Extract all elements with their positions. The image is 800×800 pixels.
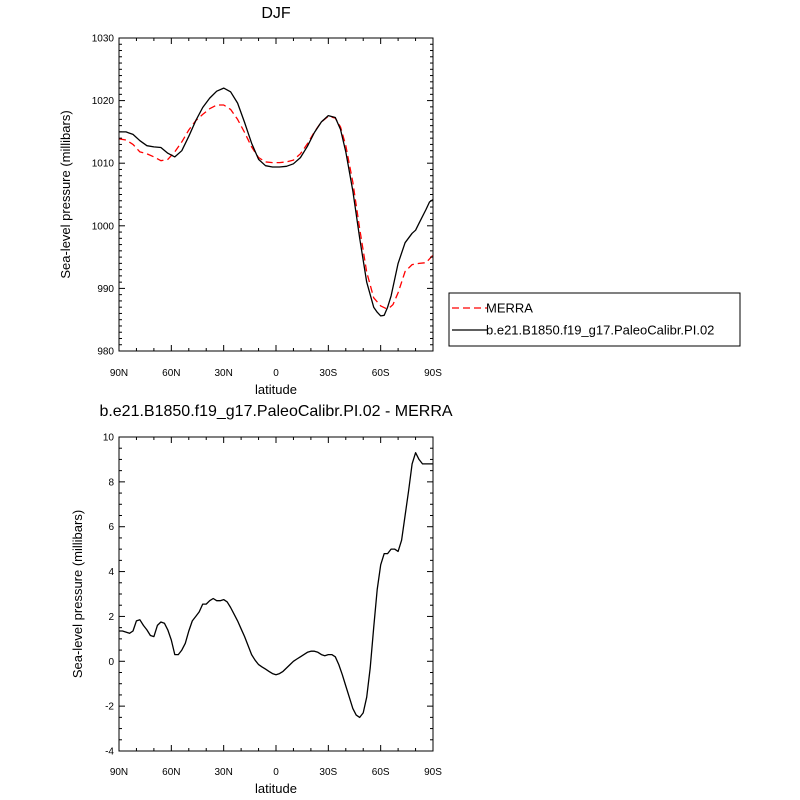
series-line-b-e21-b1850-f19-g17-paleocalibr-pi-02 <box>119 87 434 317</box>
x-axis-title: latitude <box>255 382 297 397</box>
chart-title: b.e21.B1850.f19_g17.PaleoCalibr.PI.02 - … <box>99 403 452 420</box>
series-line-merra <box>118 104 434 310</box>
y-tick-label: 1030 <box>92 34 115 45</box>
top-panel: 90N 60N 30N 0 30S 60S 90S 980 990 1000 1010 1020 103… <box>58 5 741 397</box>
x-tick-label: 30S <box>319 368 337 379</box>
y-tick-label: 8 <box>108 477 114 488</box>
x-tick-label: 0 <box>273 767 279 778</box>
x-tick-label: 30S <box>319 767 337 778</box>
legend: MERRA b.e21.B1850.f19_g17.PaleoCalibr.PI.… <box>448 292 741 347</box>
y-tick-label: 1000 <box>92 221 115 232</box>
x-axis-title: latitude <box>255 781 297 796</box>
y-tick-label: 1010 <box>92 159 115 170</box>
y-tick-label: 990 <box>97 284 114 295</box>
series-line-0 <box>119 452 433 719</box>
y-tick-label: 1020 <box>92 96 115 107</box>
x-tick-label: 90S <box>424 767 442 778</box>
y-tick-label: 980 <box>97 347 114 358</box>
y-axis-title: Sea-level pressure (millibars) <box>70 510 85 678</box>
x-tick-label: 90N <box>110 368 128 379</box>
y-tick-label: 6 <box>108 522 114 533</box>
plot-frame <box>118 37 434 352</box>
chart-title: DJF <box>261 5 291 22</box>
y-tick-label: 4 <box>108 567 114 578</box>
legend-label: MERRA <box>486 301 533 316</box>
x-tick-label: 60S <box>372 767 390 778</box>
y-tick-label: -2 <box>105 702 114 713</box>
y-tick-label: -4 <box>105 747 114 758</box>
plot-frame <box>118 436 434 752</box>
x-tick-label: 90N <box>110 767 128 778</box>
x-tick-label: 90S <box>424 368 442 379</box>
x-tick-label: 30N <box>214 368 232 379</box>
y-axis-title: Sea-level pressure (millibars) <box>58 110 73 278</box>
y-tick-label: 0 <box>108 657 114 668</box>
legend-box <box>448 292 741 347</box>
x-tick-label: 60S <box>372 368 390 379</box>
y-tick-label: 2 <box>108 612 114 623</box>
x-tick-label: 30N <box>214 767 232 778</box>
legend-label: b.e21.B1850.f19_g17.PaleoCalibr.PI.02 <box>486 323 714 338</box>
x-tick-label: 60N <box>162 767 180 778</box>
x-tick-label: 0 <box>273 368 279 379</box>
x-tick-label: 60N <box>162 368 180 379</box>
y-tick-label: 10 <box>103 433 115 444</box>
bottom-panel: 90N 60N 30N 0 30S 60S 90S -4 -2 0 2 4 6 8 10 b.e21.B185… <box>70 403 453 796</box>
